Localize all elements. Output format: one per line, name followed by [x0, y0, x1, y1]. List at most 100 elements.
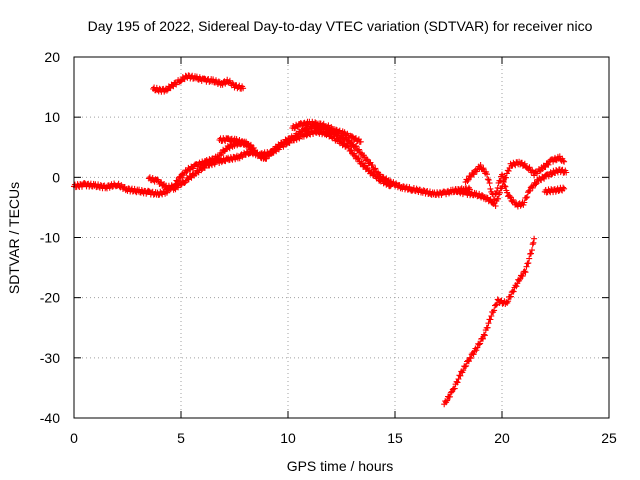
data-point [357, 138, 364, 145]
data-point [444, 397, 451, 404]
data-point [240, 85, 247, 92]
data-point [219, 81, 226, 88]
data-point [487, 316, 494, 323]
data-point [209, 162, 215, 169]
data-point [506, 193, 513, 200]
data-point [541, 175, 548, 182]
data-point [521, 160, 528, 167]
x-tick-label: 5 [177, 430, 185, 446]
series-upper-left [216, 135, 257, 152]
data-point [531, 235, 538, 242]
data-point [364, 156, 371, 163]
data-point [529, 241, 536, 248]
y-tick-label: 10 [44, 109, 60, 125]
data-point [505, 168, 512, 174]
data-point [470, 351, 477, 358]
data-point [493, 301, 500, 308]
grid [74, 57, 609, 418]
data-point [560, 184, 567, 191]
data-point [487, 185, 494, 192]
data-point [561, 185, 568, 192]
data-point [390, 179, 397, 186]
data-point [487, 196, 494, 203]
data-point [312, 119, 319, 126]
data-point [484, 324, 491, 331]
ticks [73, 56, 610, 419]
data-point [363, 156, 370, 163]
data-point [521, 199, 528, 206]
data-point [348, 147, 355, 153]
data-point [177, 182, 184, 189]
x-axis-label: GPS time / hours [287, 458, 394, 474]
data-point [457, 372, 464, 379]
data-point [451, 385, 458, 392]
data-point [372, 165, 379, 172]
data-point [225, 135, 232, 141]
data-point [226, 145, 233, 152]
data-point [480, 335, 486, 342]
data-point [530, 239, 537, 246]
y-tick-label: 0 [52, 169, 60, 185]
data-point [468, 173, 475, 180]
data-point [470, 171, 477, 178]
data-point [446, 190, 452, 197]
data-point [337, 138, 344, 145]
data-point [563, 169, 570, 176]
data-point [525, 260, 532, 267]
data-point [467, 355, 474, 362]
data-point [477, 162, 484, 168]
data-point [247, 141, 254, 148]
series-upper-right [289, 118, 364, 145]
data-point [145, 188, 152, 195]
data-point [507, 293, 514, 300]
series-right-stub [541, 184, 568, 196]
x-tick-label: 10 [280, 430, 296, 446]
data-point [485, 176, 492, 183]
data-point [529, 247, 535, 254]
data-point [488, 313, 495, 319]
data-point [561, 158, 568, 165]
data-point [501, 182, 508, 189]
data-point [494, 184, 501, 191]
data-point [519, 272, 526, 279]
data-point [454, 379, 461, 386]
data-point [464, 178, 471, 184]
data-point [526, 188, 533, 194]
chart-title: Day 195 of 2022, Sidereal Day-to-day VTE… [88, 18, 593, 34]
data-point [198, 167, 205, 174]
data-point [493, 187, 500, 194]
data-point [477, 340, 484, 347]
data-point [524, 194, 531, 200]
data-point [447, 389, 454, 396]
data-point [532, 181, 539, 188]
data-point [484, 171, 490, 178]
data-point [236, 82, 243, 89]
data-point [476, 341, 483, 348]
series-right-lower [451, 166, 570, 210]
data-point [369, 162, 376, 168]
series-top-arc [150, 72, 247, 95]
tick-labels: 0 5 10 15 20 25 -40 -30 -20 -10 0 10 20 [40, 49, 617, 446]
data-point [528, 250, 534, 257]
data-point [427, 188, 433, 195]
data-point [355, 155, 362, 162]
data-point [526, 164, 533, 171]
series-right-upper [462, 153, 568, 209]
data-point [497, 177, 504, 184]
data-point [410, 185, 417, 191]
data-point [473, 347, 480, 354]
data-point [510, 196, 517, 203]
data-point [523, 194, 530, 201]
data-point [480, 165, 487, 172]
data-point [460, 367, 467, 374]
data-point [485, 320, 492, 327]
data-point [293, 136, 300, 143]
series-lower-branch [145, 127, 394, 193]
y-tick-label: -20 [40, 290, 60, 306]
data-point [481, 332, 488, 339]
data-point [499, 173, 506, 180]
data-point [218, 159, 225, 166]
data-point [344, 143, 351, 150]
data-point [490, 200, 497, 207]
